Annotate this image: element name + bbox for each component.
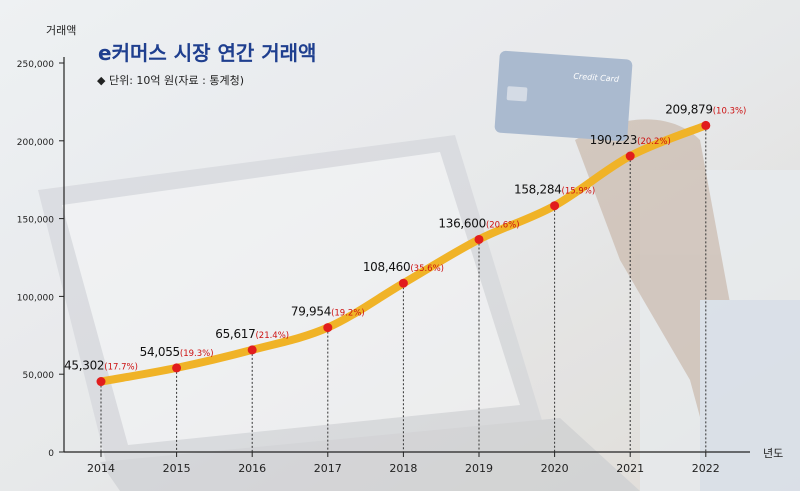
data-point — [172, 363, 182, 373]
value-label: 45,302 — [64, 359, 104, 373]
value-label: 209,879 — [665, 102, 713, 116]
growth-label: (21.4%) — [255, 331, 289, 341]
growth-label: (20.6%) — [486, 220, 520, 230]
data-point — [474, 234, 484, 244]
value-label: 158,284 — [514, 183, 562, 197]
x-axis-title: 년도 — [763, 447, 783, 460]
data-label: 65,617(21.4%) — [215, 327, 289, 341]
growth-label: (15.9%) — [562, 187, 596, 197]
x-tick-label: 2019 — [465, 462, 493, 475]
value-label: 190,223 — [590, 133, 638, 147]
x-tick-label: 2016 — [238, 462, 266, 475]
value-label: 136,600 — [438, 216, 486, 230]
credit-card-image: Credit Card — [494, 50, 633, 142]
chart-title: e커머스 시장 연간 거래액 — [98, 41, 316, 65]
x-tick-label: 2018 — [389, 462, 417, 475]
growth-label: (17.7%) — [104, 363, 138, 373]
data-point — [398, 278, 408, 288]
y-tick-label: 50,000 — [23, 371, 55, 381]
svg-text:Credit Card: Credit Card — [573, 72, 620, 84]
value-label: 108,460 — [363, 260, 411, 274]
x-tick-label: 2021 — [616, 462, 644, 475]
y-tick-label: 0 — [48, 449, 54, 459]
y-tick-label: 200,000 — [17, 138, 54, 148]
data-label: 108,460(35.6%) — [363, 260, 444, 274]
value-label: 65,617 — [215, 327, 255, 341]
growth-label: (10.3%) — [713, 106, 747, 116]
data-label: 136,600(20.6%) — [438, 216, 519, 230]
data-point — [96, 377, 106, 387]
data-label: 209,879(10.3%) — [665, 102, 746, 116]
growth-label: (19.3%) — [180, 349, 214, 359]
data-point — [625, 151, 635, 161]
x-tick-label: 2020 — [541, 462, 569, 475]
data-label: 158,284(15.9%) — [514, 183, 595, 197]
data-point — [701, 120, 711, 130]
data-point — [247, 345, 257, 355]
y-axis-ticks: 0 50,000 100,000 150,000 200,000 250,000 — [17, 60, 64, 459]
x-tick-label: 2014 — [87, 462, 115, 475]
y-tick-label: 100,000 — [17, 293, 54, 303]
chart-subtitle: ◆ 단위: 10억 원(자료 : 통계청) — [97, 74, 244, 87]
x-tick-label: 2022 — [692, 462, 720, 475]
y-axis-title: 거래액 — [46, 24, 76, 37]
axes — [63, 57, 750, 453]
value-label: 54,055 — [140, 345, 180, 359]
data-point — [550, 201, 560, 211]
data-point — [323, 323, 333, 333]
value-label: 79,954 — [291, 305, 331, 319]
drop-lines — [100, 125, 707, 452]
growth-label: (35.6%) — [410, 264, 444, 274]
growth-label: (20.2%) — [637, 137, 671, 147]
data-label: 45,302(17.7%) — [64, 359, 138, 373]
hand-image — [575, 119, 800, 491]
data-labels: 45,302(17.7%)54,055(19.3%)65,617(21.4%)7… — [64, 102, 746, 372]
y-tick-label: 250,000 — [17, 60, 54, 70]
data-label: 54,055(19.3%) — [140, 345, 214, 359]
x-tick-label: 2015 — [163, 462, 191, 475]
y-tick-label: 150,000 — [17, 216, 54, 226]
data-label: 79,954(19.2%) — [291, 305, 365, 319]
data-markers — [96, 120, 711, 387]
growth-label: (19.2%) — [331, 309, 365, 319]
data-label: 190,223(20.2%) — [590, 133, 671, 147]
x-axis-ticks: 2014 2015 2016 2017 2018 2019 2020 2021 2022 — [87, 452, 720, 475]
x-tick-label: 2017 — [314, 462, 342, 475]
